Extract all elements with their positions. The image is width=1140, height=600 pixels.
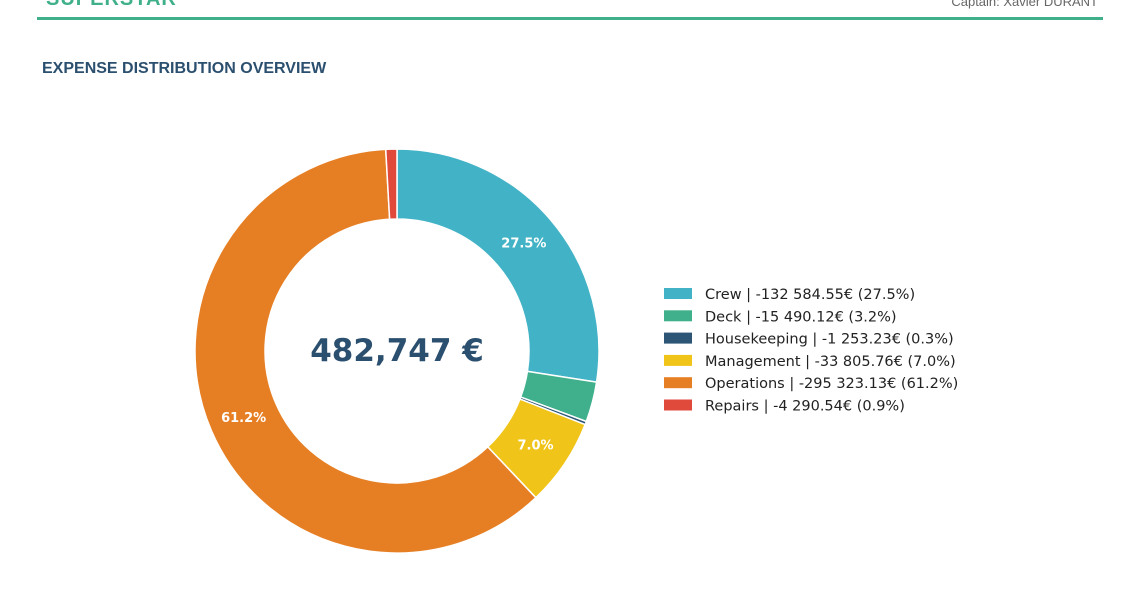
legend-label-deck: Deck | -15 490.12€ (3.2%) bbox=[705, 309, 897, 325]
legend-label-repairs: Repairs | -4 290.54€ (0.9%) bbox=[705, 399, 905, 415]
slice-repairs bbox=[384, 148, 398, 220]
slice-label-crew: 27.5% bbox=[501, 236, 546, 251]
slice-label-management: 7.0% bbox=[517, 438, 553, 453]
slice-crew bbox=[396, 148, 600, 384]
center-total: 482,747 € bbox=[310, 333, 484, 369]
legend-swatch-housekeeping bbox=[664, 332, 692, 344]
header-divider bbox=[37, 17, 1103, 20]
chart-legend: Crew | -132 584.55€ (27.5%) Deck | -15 49… bbox=[664, 287, 958, 415]
legend-swatch-operations bbox=[664, 377, 692, 389]
captain-name: Captain: Xavier DURANT bbox=[951, 0, 1098, 9]
legend-swatch-repairs bbox=[664, 399, 692, 411]
legend-label-housekeeping: Housekeeping | -1 253.23€ (0.3%) bbox=[705, 332, 954, 348]
slice-labels: 27.5% 7.0% 61.2% bbox=[221, 236, 553, 453]
legend-label-management: Management | -33 805.76€ (7.0%) bbox=[705, 354, 956, 370]
legend-label-crew: Crew | -132 584.55€ (27.5%) bbox=[705, 287, 915, 303]
slice-operations bbox=[194, 148, 537, 554]
donut-slices bbox=[194, 148, 600, 554]
legend-label-operations: Operations | -295 323.13€ (61.2%) bbox=[705, 376, 958, 392]
slice-label-operations: 61.2% bbox=[221, 411, 266, 426]
legend-swatch-crew bbox=[664, 288, 692, 299]
section-title: EXPENSE DISTRIBUTION OVERVIEW bbox=[42, 60, 327, 77]
legend-swatch-management bbox=[664, 354, 692, 366]
legend-swatch-deck bbox=[664, 310, 692, 322]
brand-logo-text: SUPERSTAR bbox=[46, 0, 177, 11]
